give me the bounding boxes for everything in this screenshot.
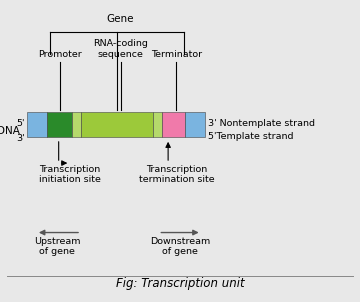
Bar <box>27 112 47 137</box>
Text: Terminator: Terminator <box>151 50 202 59</box>
Text: DNA: DNA <box>0 126 20 137</box>
Bar <box>47 112 72 137</box>
Text: Fig: Transcription unit: Fig: Transcription unit <box>116 277 244 290</box>
Text: Upstream
of gene: Upstream of gene <box>33 237 80 256</box>
Text: Promoter: Promoter <box>39 50 82 59</box>
Text: 5': 5' <box>16 119 24 128</box>
Text: Downstream
of gene: Downstream of gene <box>150 237 210 256</box>
Text: RNA-coding
sequence: RNA-coding sequence <box>93 40 148 59</box>
Text: 3' Nontemplate strand: 3' Nontemplate strand <box>208 119 315 128</box>
Bar <box>81 112 153 137</box>
Text: 3': 3' <box>16 134 24 143</box>
Bar <box>153 112 162 137</box>
Bar <box>72 112 81 137</box>
Bar <box>185 112 205 137</box>
Bar <box>162 112 185 137</box>
Text: Gene: Gene <box>107 14 134 24</box>
Text: 5'Template strand: 5'Template strand <box>208 132 294 141</box>
Text: Transcription
initiation site: Transcription initiation site <box>39 165 101 184</box>
Text: Transcription
termination site: Transcription termination site <box>139 165 214 184</box>
